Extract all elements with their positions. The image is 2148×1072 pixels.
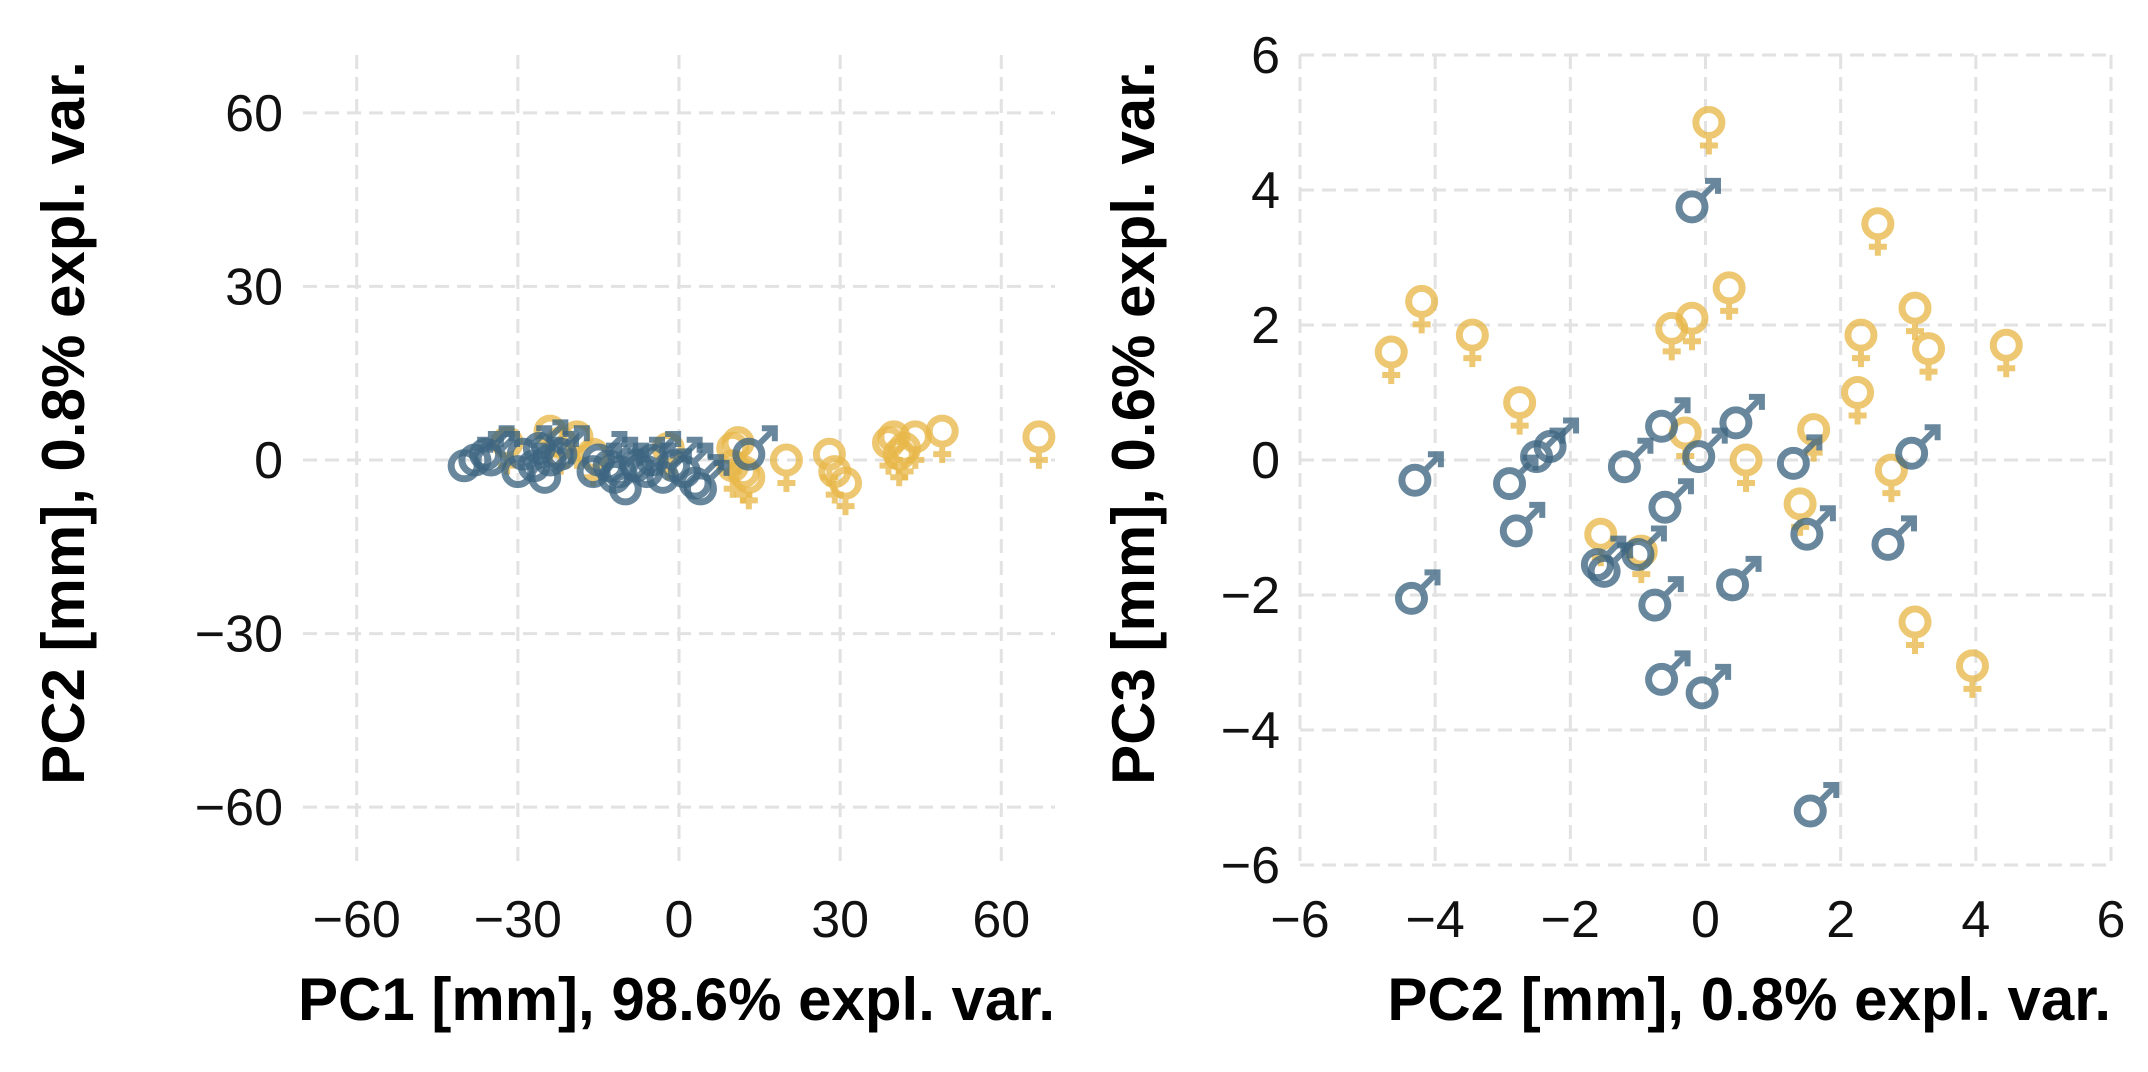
y-tick-label: 2 (1251, 297, 1280, 355)
x-axis-label: PC1 [mm], 98.6% expl. var. (298, 966, 1055, 1033)
tick-labels: −60 −30 0 30 60 −60 −30 0 30 60 (195, 85, 1030, 949)
female-data-point (1912, 332, 1946, 381)
y-tick-label: 4 (1251, 162, 1280, 220)
male-data-point (1587, 542, 1634, 588)
female-data-point (1955, 649, 1989, 698)
y-tick-label: −60 (195, 779, 283, 837)
male-data-point (1648, 478, 1694, 524)
male-data-point (1685, 663, 1732, 710)
y-axis-label: PC3 [mm], 0.6% expl. var. (1100, 61, 1167, 785)
male-data-point (1645, 650, 1691, 696)
tick-labels: −6 −4 −2 0 2 4 6 −6 −4 −2 0 2 4 6 (1221, 27, 2126, 949)
female-data-point (925, 414, 959, 464)
female-data-point (829, 466, 863, 516)
female-data-point (1874, 453, 1908, 503)
male-data-point (1499, 501, 1546, 548)
male-data-point (1776, 434, 1823, 480)
y-tick-label: 30 (225, 258, 283, 316)
male-data-point (1675, 177, 1721, 224)
data-layer (1374, 106, 2023, 828)
x-tick-label: 0 (665, 891, 694, 949)
female-data-point (1783, 487, 1817, 536)
male-data-point (1719, 393, 1765, 440)
x-axis-label: PC2 [mm], 0.8% expl. var. (1387, 966, 2111, 1033)
female-data-point (1898, 291, 1932, 341)
male-data-point (1716, 555, 1762, 602)
female-data-point (1374, 335, 1408, 384)
male-data-point (732, 425, 778, 471)
x-tick-label: 2 (1826, 891, 1855, 949)
x-tick-label: 0 (1691, 891, 1720, 949)
male-data-point (1871, 515, 1917, 561)
male-data-point (1493, 454, 1539, 501)
female-data-point (1898, 605, 1932, 654)
female-data-point (1675, 301, 1709, 351)
male-data-point (1607, 437, 1654, 484)
male-data-point (1682, 427, 1728, 474)
x-tick-label: −30 (474, 891, 562, 949)
y-axis-label: PC2 [mm], 0.8% expl. var. (30, 61, 97, 785)
data-layer (447, 414, 1056, 516)
x-tick-label: −2 (1541, 891, 1600, 949)
female-data-point (1712, 271, 1746, 320)
y-tick-label: 0 (1251, 432, 1280, 490)
female-data-point (1405, 284, 1439, 334)
y-tick-label: 0 (254, 432, 283, 490)
y-tick-label: −30 (195, 606, 283, 664)
female-data-point (769, 443, 803, 492)
y-tick-label: 6 (1251, 27, 1280, 85)
y-tick-label: −6 (1221, 837, 1280, 895)
female-data-point (1841, 376, 1875, 425)
male-data-point (1790, 505, 1836, 551)
x-tick-label: 30 (811, 891, 869, 949)
x-tick-label: 4 (1961, 891, 1990, 949)
y-tick-label: 60 (225, 85, 283, 143)
y-tick-label: −2 (1221, 567, 1280, 625)
female-data-point (1729, 443, 1763, 492)
male-data-point (1638, 576, 1684, 622)
x-tick-label: 60 (972, 891, 1030, 949)
male-data-point (1793, 782, 1840, 828)
male-data-point (1398, 451, 1444, 497)
female-data-point (1861, 207, 1895, 256)
scatter-panel-pc1-pc2: −60 −30 0 30 60 −60 −30 0 30 60 PC1 [mm], 98.6% e… (30, 55, 1056, 1033)
female-data-point (1692, 106, 1726, 155)
male-data-point (1645, 397, 1691, 443)
x-tick-label: −4 (1406, 891, 1465, 949)
male-data-point (683, 459, 730, 506)
male-data-point (1395, 569, 1441, 615)
gridlines (1298, 53, 2113, 867)
female-data-point (732, 460, 766, 510)
female-data-point (1844, 318, 1878, 368)
male-data-point (544, 425, 590, 471)
female-data-point (1455, 318, 1489, 368)
x-tick-label: −60 (313, 891, 401, 949)
female-data-point (1022, 420, 1056, 469)
scatter-panel-pc2-pc3: −6 −4 −2 0 2 4 6 −6 −4 −2 0 2 4 6 PC2 [mm], 0.8% expl… (1100, 27, 2125, 1033)
male-data-point (1895, 424, 1941, 470)
x-tick-label: 6 (2097, 891, 2126, 949)
female-data-point (898, 420, 932, 469)
female-data-point (1989, 328, 2023, 378)
y-tick-label: −4 (1221, 702, 1280, 760)
x-tick-label: −6 (1270, 891, 1329, 949)
female-data-point (1503, 386, 1537, 435)
